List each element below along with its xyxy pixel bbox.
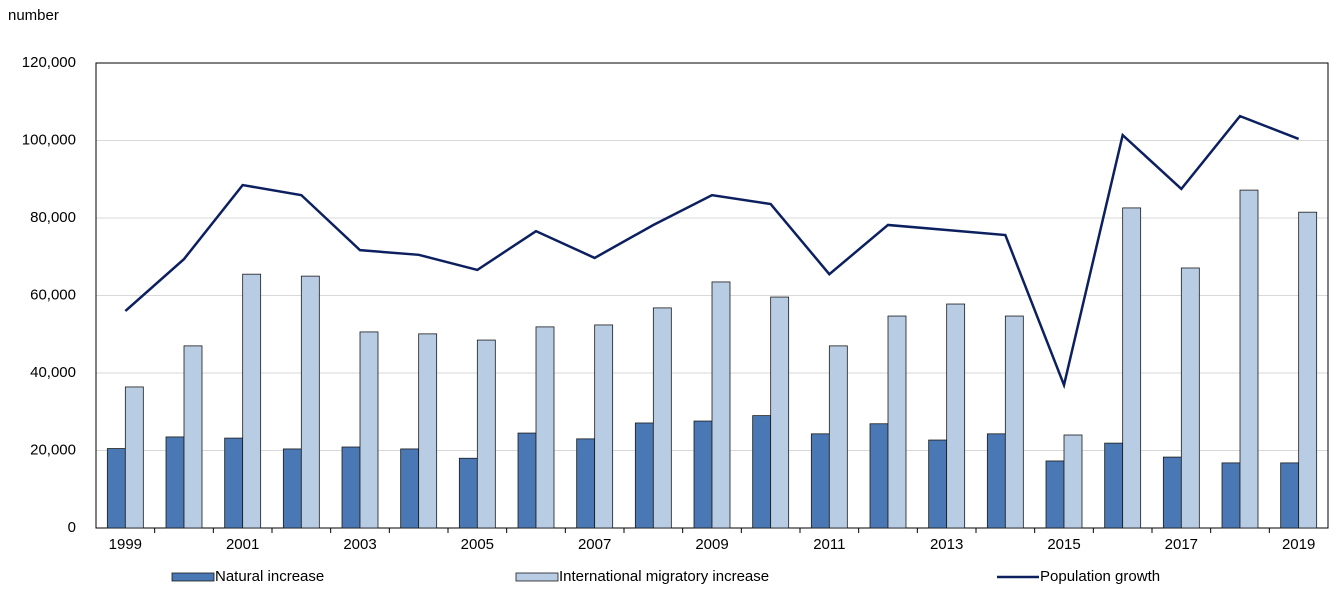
bar [828,345,848,529]
x-tick-label: 2015 [1047,536,1080,553]
bar [693,420,713,529]
x-tick-label: 2009 [695,536,728,553]
x-tick-label: 2003 [343,536,376,553]
y-tick-label: 80,000 [30,209,76,226]
bar [1162,456,1182,529]
bar [869,423,889,529]
bar [928,439,948,529]
y-axis-label: number [8,7,59,24]
bar [1104,442,1124,529]
bar [770,296,790,529]
bar [1045,460,1065,529]
bar [946,303,966,529]
x-tick-label: 2007 [578,536,611,553]
legend-label: Population growth [1040,568,1160,585]
bar [535,326,555,529]
bar [476,339,496,529]
bar [1004,315,1024,529]
legend-swatch [515,572,559,582]
bar [124,386,144,529]
bar [1280,462,1300,529]
line [124,114,1300,390]
x-tick-label: 2019 [1282,536,1315,553]
bar [1180,267,1200,529]
bar [183,345,203,529]
bar [282,448,302,529]
bar [224,437,244,529]
bar [1298,211,1318,529]
bar [1122,207,1142,529]
bar [1239,189,1259,529]
bar [106,448,126,529]
bar [810,433,830,529]
y-tick-label: 40,000 [30,364,76,381]
bar [242,273,262,529]
y-tick-label: 20,000 [30,441,76,458]
legend-label: International migratory increase [559,568,769,585]
bar [887,315,907,529]
bar [458,457,478,529]
bar [1221,462,1241,529]
bar [652,307,672,529]
legend-swatch [171,572,215,582]
x-tick-label: 2005 [461,536,494,553]
bar [341,446,361,529]
bar [418,333,438,529]
bar [400,448,420,529]
y-tick-label: 100,000 [22,131,76,148]
bar [1063,434,1083,529]
bar [576,438,596,529]
y-tick-label: 0 [68,519,76,536]
x-tick-label: 1999 [109,536,142,553]
bar [165,436,185,529]
bar [594,324,614,529]
x-tick-label: 2011 [813,536,845,553]
legend-label: Natural increase [215,568,324,585]
x-tick-label: 2001 [226,536,259,553]
y-tick-label: 120,000 [22,54,76,71]
bar [752,415,772,529]
y-tick-label: 60,000 [30,286,76,303]
bar [359,331,379,529]
bar [517,432,537,529]
x-tick-label: 2017 [1165,536,1198,553]
bar [300,275,320,529]
bar [634,422,654,529]
bar [986,433,1006,529]
x-tick-label: 2013 [930,536,963,553]
bar [711,281,731,529]
